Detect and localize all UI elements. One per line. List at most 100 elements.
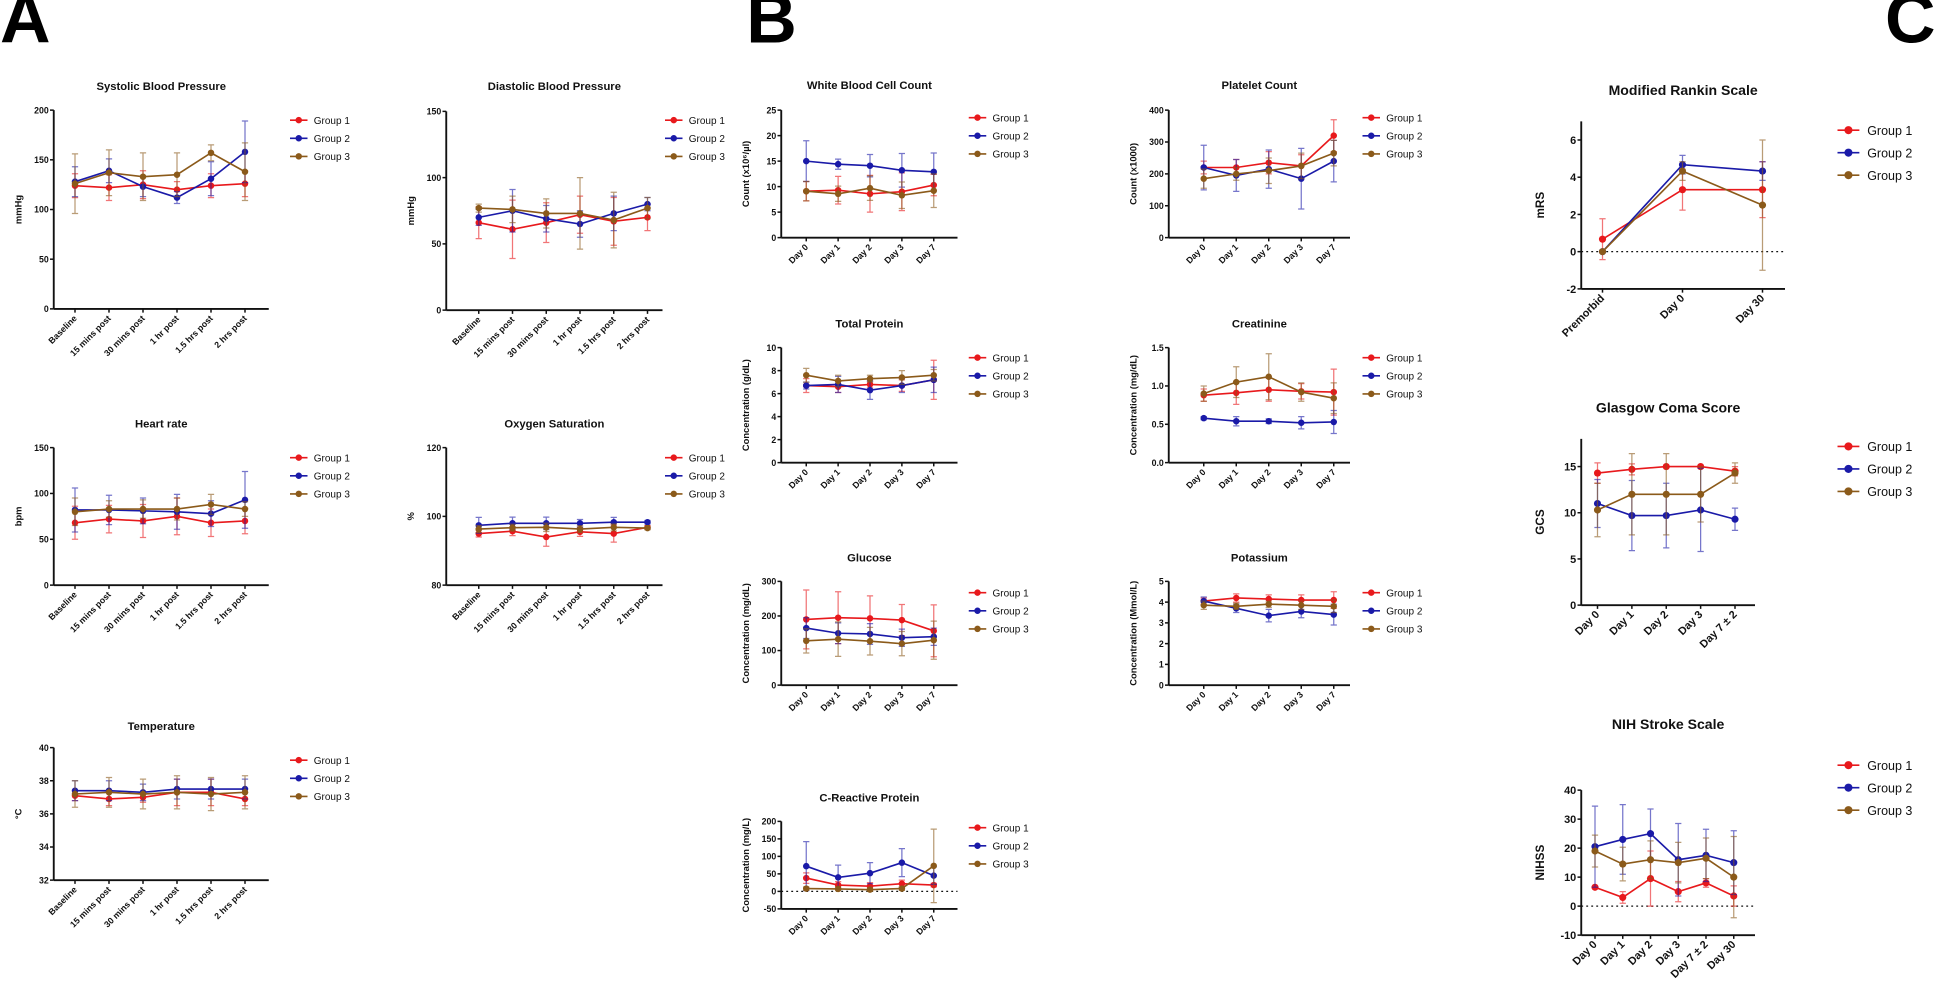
data-point (241, 168, 249, 175)
x-tick-label: Day 2 (850, 242, 874, 266)
y-tick-label: 50 (39, 254, 49, 264)
chart-c-reactive-protein: C-Reactive Protein -50 0 50 100 150 200 Day 0 Da… (741, 792, 1029, 936)
y-axis-label: mmHg (406, 196, 416, 225)
series-group-3 (803, 620, 938, 660)
legend-item-group-3: Group 3 (1837, 485, 1912, 499)
legend-item-group-3: Group 3 (665, 490, 725, 501)
series-group-3 (803, 367, 938, 388)
y-tick-label: 100 (762, 646, 777, 656)
legend-label: Group 2 (314, 774, 351, 785)
chart-glucose: Glucose 0 100 200 300 Day 0 Day 1 Day 2 Day 3 Day… (741, 552, 1029, 713)
data-point (898, 885, 906, 892)
x-tick-label: Day 1 (1598, 939, 1627, 968)
data-point (1265, 167, 1272, 174)
legend-marker (1844, 761, 1853, 770)
legend-item-group-3: Group 3 (290, 490, 350, 501)
data-point (207, 790, 215, 798)
data-point (1298, 419, 1305, 427)
data-point (1730, 873, 1738, 881)
chart-title: Potassium (1231, 552, 1288, 564)
data-point (610, 216, 617, 224)
y-tick-label: 20 (767, 131, 777, 141)
chart-potassium: Potassium 0 1 2 3 4 5 Day 0 Day 1 Day 2 Day 3 Day 7… (1128, 552, 1423, 713)
legend-label: Group 1 (1867, 440, 1912, 454)
y-tick-label: 150 (427, 107, 442, 117)
data-point (610, 530, 617, 537)
x-tick-label: Day 2 (850, 467, 874, 491)
x-tick-label: 1 hr post (551, 589, 584, 622)
y-tick-label: 100 (762, 852, 777, 862)
x-tick-label: Day 1 (818, 242, 842, 266)
x-tick-label: 2 hrs post (212, 589, 249, 626)
data-point (543, 524, 550, 531)
series-group-1 (475, 195, 651, 260)
chart-title: White Blood Cell Count (807, 80, 932, 92)
y-tick-label: 0 (44, 580, 49, 590)
data-point (898, 616, 906, 624)
legend-label: Group 3 (1386, 150, 1423, 161)
x-tick-label: Day 3 (1282, 689, 1306, 713)
chart-title: Glasgow Coma Score (1596, 400, 1741, 416)
data-point (834, 614, 842, 621)
legend-marker (974, 132, 981, 139)
x-tick-label: Baseline (46, 313, 79, 346)
y-tick-label: 10 (1564, 872, 1576, 884)
y-tick-label: 0 (1570, 247, 1576, 259)
y-tick-label: 4 (1570, 172, 1577, 184)
series-group-2 (1200, 409, 1337, 435)
y-tick-label: 0 (1570, 600, 1576, 612)
x-tick-label: Day 3 (1282, 242, 1306, 266)
data-point (1731, 515, 1739, 523)
data-point (803, 187, 810, 195)
legend-marker (974, 372, 981, 379)
data-point (475, 214, 482, 221)
legend-item-group-1: Group 1 (1362, 588, 1423, 599)
series-group-1 (71, 497, 249, 540)
y-tick-label: 100 (34, 489, 49, 499)
legend-item-group-2: Group 2 (1837, 781, 1912, 795)
data-point (71, 508, 79, 516)
y-tick-label: 0 (771, 887, 776, 897)
legend-label: Group 1 (689, 116, 726, 127)
y-tick-label: 25 (767, 105, 777, 115)
x-tick-label: Day 2 (1249, 689, 1273, 713)
chart-title: Modified Rankin Scale (1609, 82, 1758, 98)
data-point (1593, 506, 1602, 514)
x-tick-label: Day 1 (1607, 609, 1636, 638)
legend-label: Group 2 (1386, 372, 1423, 383)
x-tick-label: Day 0 (1571, 939, 1600, 968)
y-tick-label: 80 (432, 580, 442, 590)
data-point (1619, 835, 1627, 843)
data-point (1330, 418, 1337, 426)
chart-title: Heart rate (135, 419, 188, 431)
y-tick-label: 5 (1159, 577, 1164, 587)
y-axis-label: Concentration (Mmol/L) (1128, 581, 1138, 686)
y-tick-label: 1.0 (1152, 381, 1164, 391)
series-line (1594, 850, 1735, 878)
data-point (71, 790, 79, 798)
y-tick-label: 100 (427, 512, 442, 522)
legend-item-group-1: Group 1 (968, 353, 1029, 364)
x-tick-label: Day 2 (1626, 939, 1655, 968)
x-tick-label: Day 7 (914, 242, 938, 266)
x-tick-label: Day 2 (850, 913, 874, 937)
y-tick-label: -50 (764, 904, 777, 914)
data-point (1233, 417, 1240, 425)
x-tick-label: Day 0 (1184, 242, 1208, 266)
data-point (644, 204, 651, 212)
chart-title: Total Protein (835, 319, 903, 331)
data-point (1591, 847, 1599, 855)
data-point (1265, 417, 1272, 425)
series-line (74, 151, 246, 185)
y-tick-label: 50 (39, 534, 49, 544)
legend-marker (295, 135, 302, 142)
series-group-3 (475, 177, 651, 250)
legend-label: Group 3 (1867, 169, 1912, 183)
legend-label: Group 1 (993, 588, 1030, 599)
data-point (866, 184, 874, 192)
y-tick-label: 0 (1159, 680, 1164, 690)
legend-marker (670, 153, 678, 160)
x-tick-label: Premorbid (1560, 293, 1607, 340)
